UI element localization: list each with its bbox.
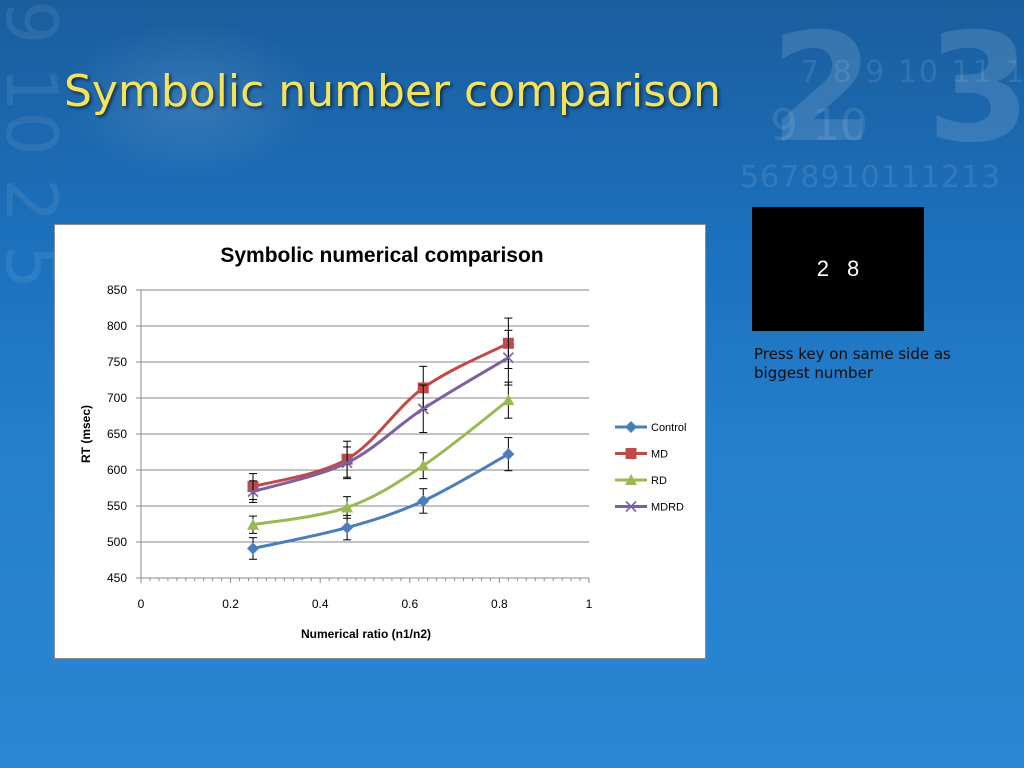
slide-title: Symbolic number comparison	[64, 66, 721, 117]
y-tick-label: 650	[107, 427, 127, 441]
data-point-mdrd	[502, 352, 514, 364]
series-rd	[247, 381, 515, 534]
legend-label-rd: RD	[651, 475, 667, 487]
x-tick-label: 1	[586, 597, 593, 611]
x-tick-label: 0.2	[222, 597, 239, 611]
chart-title: Symbolic numerical comparison	[220, 244, 543, 267]
series-mdrd	[247, 329, 514, 503]
y-tick-label: 550	[107, 499, 127, 513]
legend-label-mdrd: MDRD	[651, 502, 684, 514]
legend-item-rd: RD	[615, 474, 667, 487]
legend-marker-rd	[625, 474, 637, 485]
data-point-mdrd	[417, 403, 429, 415]
data-point-rd	[341, 501, 354, 513]
data-point-rd	[502, 394, 515, 406]
data-point-control	[247, 542, 259, 555]
stimulus-left-digit: 2	[816, 256, 829, 281]
instruction-text: Press key on same side as biggest number	[754, 345, 951, 382]
legend-label-md: MD	[651, 449, 668, 461]
data-point-control	[502, 448, 515, 461]
legend-item-control: Control	[615, 421, 686, 434]
background-digits-sequence: 5678910111213	[740, 160, 1002, 195]
legend-item-mdrd: MDRD	[615, 500, 684, 514]
data-point-mdrd	[341, 457, 353, 469]
series-line-control	[252, 452, 510, 550]
stimulus-right-digit: 8	[847, 256, 860, 281]
stimulus-display: 2 8	[752, 207, 924, 331]
background-digits-row: 7 8 9 10 11 12	[800, 55, 1024, 90]
chart-panel: Symbolic numerical comparison Numerical …	[54, 224, 706, 659]
legend-marker-md	[625, 448, 637, 459]
x-tick-label: 0.6	[401, 597, 418, 611]
line-chart: Symbolic numerical comparison Numerical …	[79, 244, 686, 641]
series-line-mdrd	[252, 356, 510, 494]
background-digits-large: 2 3	[770, 2, 1024, 176]
x-tick-label: 0.4	[312, 597, 329, 611]
y-tick-label: 850	[107, 283, 127, 297]
data-point-rd	[247, 518, 259, 530]
gridlines	[141, 289, 589, 543]
y-tick-label: 500	[107, 535, 127, 549]
x-axis-title: Numerical ratio (n1/n2)	[301, 627, 431, 641]
x-tick-label: 0.8	[491, 597, 508, 611]
background-glow	[60, 20, 320, 180]
data-point-control	[417, 494, 430, 507]
legend-marker-mdrd	[625, 500, 637, 513]
axes: 450 500 550 600 650 700 750 800 850 0 0.2 0.4 0.6 0.8…	[107, 283, 593, 611]
x-tick-label: 0	[138, 597, 145, 611]
legend-item-md: MD	[615, 448, 668, 461]
series-control	[247, 437, 515, 560]
series-layer	[247, 317, 515, 560]
y-tick-label: 450	[107, 571, 127, 585]
y-tick-label: 800	[107, 319, 127, 333]
series-line-md	[252, 341, 510, 489]
data-point-control	[341, 521, 354, 534]
y-tick-label: 750	[107, 355, 127, 369]
legend-marker-control	[625, 421, 637, 433]
data-point-rd	[417, 459, 430, 471]
legend-label-control: Control	[651, 422, 686, 434]
series-line-rd	[252, 398, 510, 527]
y-tick-label: 600	[107, 463, 127, 477]
y-axis-title: RT (msec)	[79, 405, 93, 463]
y-tick-label: 700	[107, 391, 127, 405]
data-point-mdrd	[247, 486, 259, 498]
background-digits-mid: 9 10	[770, 100, 868, 151]
